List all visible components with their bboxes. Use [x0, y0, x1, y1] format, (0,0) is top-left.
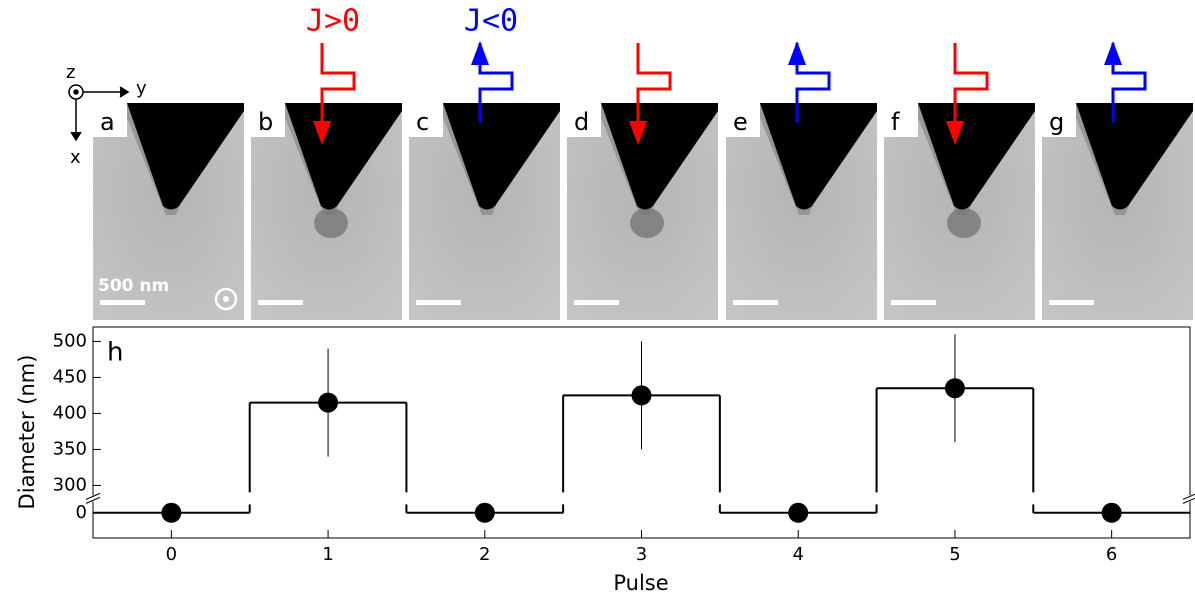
current-positive: J>0 — [306, 4, 360, 39]
panel-label: c — [416, 108, 429, 136]
current-arrow — [636, 43, 672, 128]
scale-bar — [416, 300, 461, 305]
y-axis-label: Diameter (nm) — [15, 355, 39, 510]
panel-label: d — [574, 108, 589, 136]
arrow-head — [946, 121, 964, 145]
current-arrow — [1111, 43, 1147, 123]
break-mark — [85, 492, 101, 504]
current-arrow — [478, 43, 514, 123]
break-gap — [87, 495, 1195, 502]
x-label: x — [70, 147, 81, 168]
x-tick-label: 4 — [792, 544, 803, 565]
panel-label-box — [1042, 103, 1076, 137]
tip — [601, 103, 718, 210]
arrow-head — [788, 41, 806, 65]
current-negative: J<0 — [464, 4, 518, 39]
arrow-head — [313, 121, 331, 145]
image-row: a 500 nm b c d e f g — [93, 41, 1193, 320]
tip — [918, 103, 1035, 210]
field-symbol — [214, 287, 238, 311]
y-label: y — [136, 78, 147, 99]
tip — [443, 103, 560, 210]
scale-bar-label: 500 nm — [98, 276, 169, 296]
y-tick-label: 300 — [53, 474, 87, 495]
panel-label: a — [100, 108, 115, 136]
tip — [127, 103, 244, 210]
domain-blob — [947, 208, 981, 238]
scale-bar — [733, 300, 778, 305]
tip — [760, 103, 877, 210]
y-tick-label: 400 — [53, 402, 87, 423]
panel-label: f — [891, 108, 900, 136]
arrow-head — [1104, 41, 1122, 65]
tip — [1076, 103, 1193, 210]
data-point — [1101, 502, 1122, 523]
current-arrow — [320, 43, 356, 128]
y-tick-label: 350 — [53, 438, 87, 459]
panel-label-box — [251, 103, 285, 137]
panel-label: g — [1049, 108, 1064, 136]
x-tick-label: 3 — [636, 544, 647, 565]
scale-bar — [574, 300, 619, 305]
chart: 0 300 350 400 450 500 0 1 2 3 4 5 6 — [53, 326, 1195, 565]
x-tick-label: 0 — [166, 544, 177, 565]
axis-triad — [68, 84, 130, 142]
data-point — [318, 392, 339, 413]
data-point — [474, 502, 495, 523]
x-tick-label: 1 — [322, 544, 333, 565]
domain-blob — [314, 208, 348, 238]
arrow-head — [629, 121, 647, 145]
scale-bar — [100, 300, 145, 305]
data-point — [944, 378, 965, 399]
data-point — [631, 385, 652, 406]
panel-label: h — [107, 338, 123, 368]
x-tick-label: 2 — [479, 544, 490, 565]
panel-label-box — [567, 103, 601, 137]
x-tick-label: 5 — [949, 544, 960, 565]
scale-bar — [891, 300, 936, 305]
panel-label: b — [258, 108, 273, 136]
x-axis-label: Pulse — [613, 571, 668, 595]
scale-bar — [1049, 300, 1094, 305]
current-arrow — [795, 43, 831, 123]
current-arrow — [953, 43, 989, 128]
data-point — [788, 502, 809, 523]
panel-label-box — [726, 103, 760, 137]
arrow-head — [471, 41, 489, 65]
z-label: z — [66, 62, 75, 83]
panel-label-box — [409, 103, 443, 137]
y-tick-label: 450 — [53, 366, 87, 387]
x-tick-label: 6 — [1106, 544, 1117, 565]
panel-label-box — [884, 103, 918, 137]
data-point — [161, 502, 182, 523]
panel-label-box — [93, 103, 127, 137]
scale-bar — [258, 300, 303, 305]
field-symbol-dot — [223, 296, 229, 302]
y-tick-label: 0 — [76, 502, 87, 523]
domain-blob — [630, 208, 664, 238]
panel-label: e — [733, 108, 748, 136]
tip — [285, 103, 402, 210]
y-tick-label: 500 — [53, 330, 87, 351]
